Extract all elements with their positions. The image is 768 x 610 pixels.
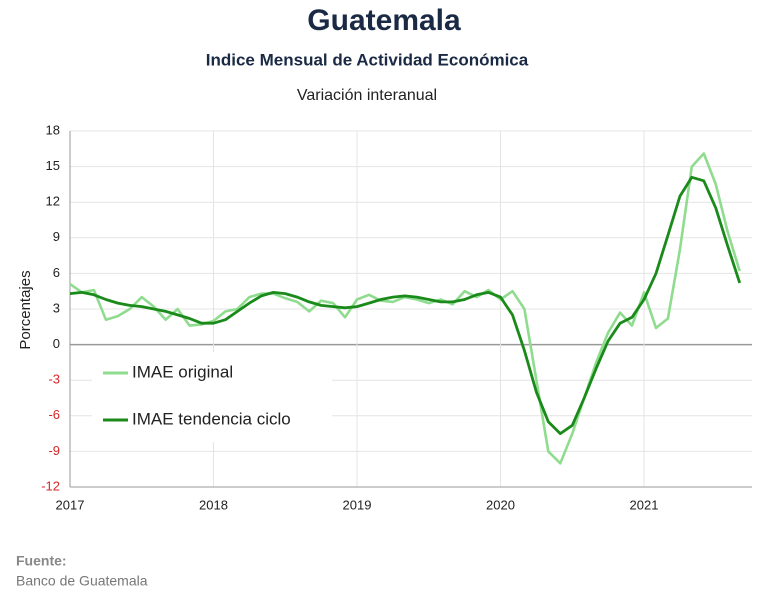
y-tick-label: 18 [46,122,60,137]
series-line [69,175,742,435]
y-tick-label: -12 [41,478,60,493]
y-tick-label: -9 [48,443,60,458]
legend-label: IMAE original [132,362,233,381]
y-tick-label: 15 [46,158,60,173]
x-tick-label: 2017 [56,497,85,512]
y-tick-label: 12 [46,194,60,209]
y-tick-label: 0 [53,336,60,351]
x-tick-label: 2020 [486,497,515,512]
y-tick-label: -3 [48,372,60,387]
chart-caption: Variación interanual [297,87,437,104]
source-label: Fuente: [16,553,67,569]
source: Banco de Guatemala [16,573,148,589]
y-axis-label: Porcentajes [17,270,34,349]
chart-subtitle: Indice Mensual de Actividad Económica [206,50,529,69]
y-tick-label: 9 [53,229,60,244]
y-tick-label: -6 [48,407,60,422]
legend-label: IMAE tendencia ciclo [132,409,291,428]
x-tick-label: 2018 [199,497,228,512]
y-tick-label: 3 [53,300,60,315]
y-tick-label: 6 [53,265,60,280]
x-tick-label: 2019 [343,497,372,512]
legend-box [92,352,332,442]
chart-title: Guatemala [307,4,461,37]
x-tick-label: 2021 [630,497,659,512]
